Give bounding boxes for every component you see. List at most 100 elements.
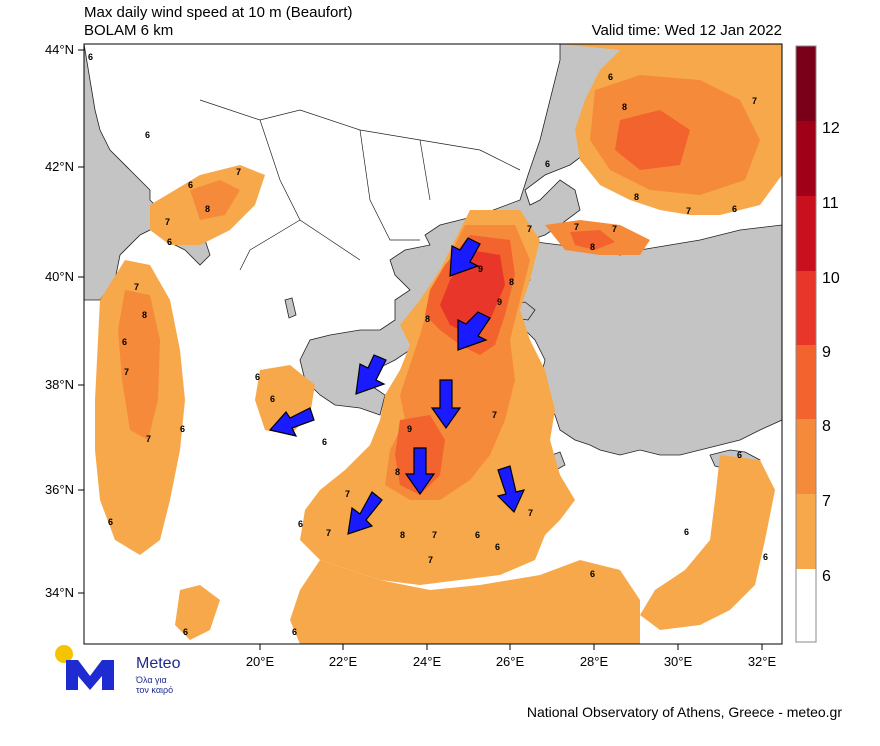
contour-label: 6 [188,180,193,190]
colorbar-band-12plus [796,46,816,121]
colorbar-label: 10 [822,270,840,287]
borders [199,99,521,271]
contour-label: 8 [142,310,147,320]
lat-label: 40°N [45,269,74,284]
contour-label: 8 [400,530,405,540]
contour-label: 6 [545,159,550,169]
logo-tagline: Όλα για τον καιρό [136,675,173,695]
lon-label: 32°E [748,654,777,669]
wind-arrow-2 [457,311,491,351]
contour-label: 6 [737,450,742,460]
wind-arrow-5 [404,447,436,496]
contour-label: 7 [345,489,350,499]
wind-arrow-7 [347,491,383,535]
colorbar-band-0 [796,569,816,642]
contour-label: 6 [180,424,185,434]
model-subtitle: BOLAM 6 km [84,22,174,39]
contour-label: 7 [134,282,139,292]
contour-label: 6 [763,552,768,562]
lat-axis [78,49,84,594]
map-content: 6 6 6 7 8 7 6 7 8 6 7 7 6 6 6 6 6 6 6 6 … [84,44,782,644]
map-title: Max daily wind speed at 10 m (Beaufort) [84,4,353,21]
contour-label: 8 [590,242,595,252]
contour-label: 7 [492,410,497,420]
colorbar-band-10 [796,196,816,271]
meteo-logo[interactable]: Meteo Όλα για τον καιρό [54,644,204,695]
logo-name: Meteo [136,655,181,672]
footer-credit: National Observatory of Athens, Greece -… [526,704,842,720]
land-corfu [284,297,297,319]
contour-label: 6 [292,627,297,637]
contour-label: 6 [122,337,127,347]
contour-label: 6 [270,394,275,404]
lat-label: 34°N [45,585,74,600]
contour-label: 8 [425,314,430,324]
colorbar-label: 12 [822,120,840,137]
lat-label: 36°N [45,482,74,497]
contour-label: 7 [686,206,691,216]
contour-label: 6 [608,72,613,82]
wind-arrow-8 [268,407,315,437]
colorbar-band-9 [796,271,816,345]
contour-label: 6 [590,569,595,579]
colorbar-frame [795,45,817,643]
contour-label: 7 [165,217,170,227]
lat-label: 44°N [45,42,74,57]
wind-region-marmara-core [570,230,615,250]
colorbar-label: 8 [822,418,831,435]
wind-arrow-6 [496,465,526,514]
logo-tagline-line-2: τον καιρό [136,685,174,695]
contour-label: 8 [205,204,210,214]
colorbar-band-7 [796,419,816,494]
colorbar-label: 11 [822,195,839,212]
lon-axis [259,644,763,650]
wind-region-adriatic-mid [190,180,240,220]
contour-label: 7 [574,222,579,232]
wind-arrow-1 [449,237,481,277]
contour-label: 8 [634,192,639,202]
lon-label: 26°E [496,654,525,669]
wind-arrow-4 [430,379,462,430]
logo-tagline-line-1: Όλα για [136,675,167,685]
contour-label: 6 [495,542,500,552]
lon-label: 20°E [246,654,275,669]
contour-label: 6 [183,627,188,637]
contour-label: 8 [509,277,514,287]
wind-region-ionian-mid [118,290,160,440]
wind-region-black-sea-core [615,110,690,170]
colorbar-label: 6 [822,568,831,585]
wind-arrows [268,237,526,535]
wind-region-crete-south [290,560,640,644]
contour-label: 6 [145,130,150,140]
contour-label: 7 [432,530,437,540]
contour-label: 8 [395,467,400,477]
lat-label: 42°N [45,159,74,174]
contour-label: 7 [752,96,757,106]
contour-label: 7 [236,167,241,177]
lon-label: 30°E [664,654,693,669]
contour-label: 9 [497,297,502,307]
lon-label: 22°E [329,654,358,669]
colorbar-band-11 [796,121,816,196]
contour-labels: 6 6 6 7 8 7 6 7 8 6 7 7 6 6 6 6 6 6 6 6 … [88,52,768,637]
map-frame [83,43,783,645]
contour-label: 6 [298,519,303,529]
contour-label: 7 [527,224,532,234]
valid-time: Valid time: Wed 12 Jan 2022 [591,22,782,39]
wind-arrow-3 [355,354,387,395]
wind-shading [95,44,782,644]
lon-label: 28°E [580,654,609,669]
colorbar-band-8 [796,345,816,419]
contour-label: 7 [528,508,533,518]
contour-label: 7 [326,528,331,538]
wind-region-south [175,585,220,640]
colorbar [795,45,817,643]
contour-label: 7 [428,555,433,565]
lon-label: 24°E [413,654,442,669]
contour-label: 6 [475,530,480,540]
contour-label: 6 [108,517,113,527]
contour-label: 8 [622,102,627,112]
meteo-logo-mark [55,645,114,690]
contour-label: 9 [407,424,412,434]
